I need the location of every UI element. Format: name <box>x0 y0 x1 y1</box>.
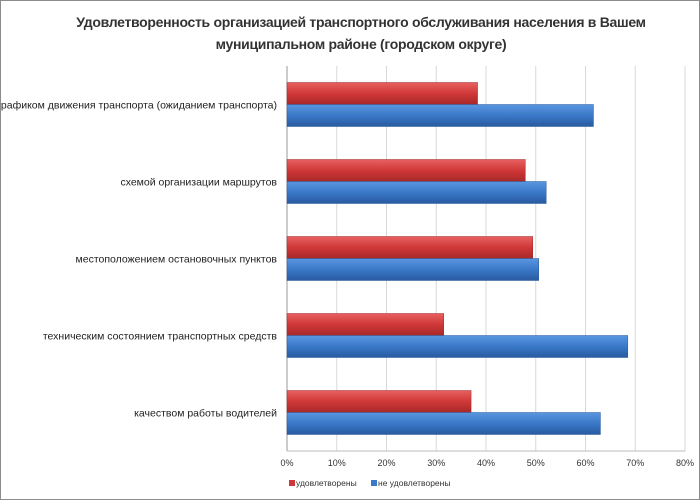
bar-satisfied <box>286 159 526 182</box>
chart-title: Удовлетворенность организацией транспорт… <box>76 14 646 52</box>
bar-satisfied <box>286 390 472 413</box>
x-tick-label: 40% <box>477 458 495 468</box>
x-tick-label: 60% <box>576 458 594 468</box>
category-label: местоположением остановочных пунктов <box>76 254 278 266</box>
bar-not-satisfied <box>286 181 547 204</box>
category-label: схемой организации маршрутов <box>120 177 277 189</box>
category-label: качеством работы водителей <box>134 408 277 420</box>
bar-not-satisfied <box>286 412 601 435</box>
x-tick-label: 20% <box>377 458 395 468</box>
x-tick-label: 30% <box>427 458 445 468</box>
bar-not-satisfied <box>286 258 539 281</box>
legend-swatch <box>371 480 377 486</box>
legend-label: удовлетворены <box>296 478 357 488</box>
category-label: графиком движения транспорта (ожиданием … <box>1 100 277 112</box>
x-tick-label: 70% <box>626 458 644 468</box>
bar-satisfied <box>286 313 444 336</box>
legend-swatch <box>289 480 295 486</box>
bar-satisfied <box>286 82 478 105</box>
x-tick-label: 80% <box>676 458 694 468</box>
bar-satisfied <box>286 236 534 259</box>
x-tick-label: 0% <box>280 458 293 468</box>
bar-not-satisfied <box>286 335 629 358</box>
bar-not-satisfied <box>286 104 594 127</box>
x-tick-label: 10% <box>328 458 346 468</box>
x-tick-label: 50% <box>527 458 545 468</box>
legend-label: не удовлетворены <box>378 478 450 488</box>
category-label: техническим состоянием транспортных сред… <box>43 331 278 343</box>
